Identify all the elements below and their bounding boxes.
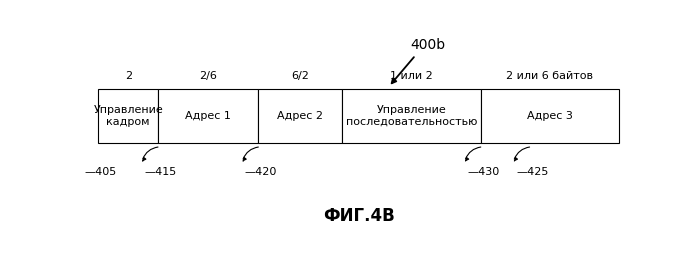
Text: 2/6: 2/6 — [199, 71, 217, 81]
Text: Управление
последовательностью: Управление последовательностью — [346, 105, 477, 127]
Text: 2 или 6 байтов: 2 или 6 байтов — [507, 71, 594, 81]
Text: —420: —420 — [245, 167, 277, 177]
Text: —405: —405 — [85, 167, 117, 177]
Text: Адрес 2: Адрес 2 — [277, 111, 323, 121]
Text: —430: —430 — [468, 167, 500, 177]
Text: 1 или 2: 1 или 2 — [391, 71, 433, 81]
Text: Адрес 3: Адрес 3 — [527, 111, 573, 121]
Bar — [342, 89, 481, 143]
Bar — [158, 89, 258, 143]
Text: —425: —425 — [516, 167, 548, 177]
Text: —415: —415 — [144, 167, 176, 177]
Text: 2: 2 — [125, 71, 132, 81]
Bar — [481, 89, 619, 143]
Text: 400b: 400b — [410, 38, 445, 52]
Text: Адрес 1: Адрес 1 — [186, 111, 231, 121]
Text: 6/2: 6/2 — [291, 71, 309, 81]
Bar — [98, 89, 158, 143]
Text: ФИГ.4В: ФИГ.4В — [323, 206, 395, 225]
Text: Управление
кадром: Управление кадром — [93, 105, 163, 127]
Bar — [258, 89, 342, 143]
